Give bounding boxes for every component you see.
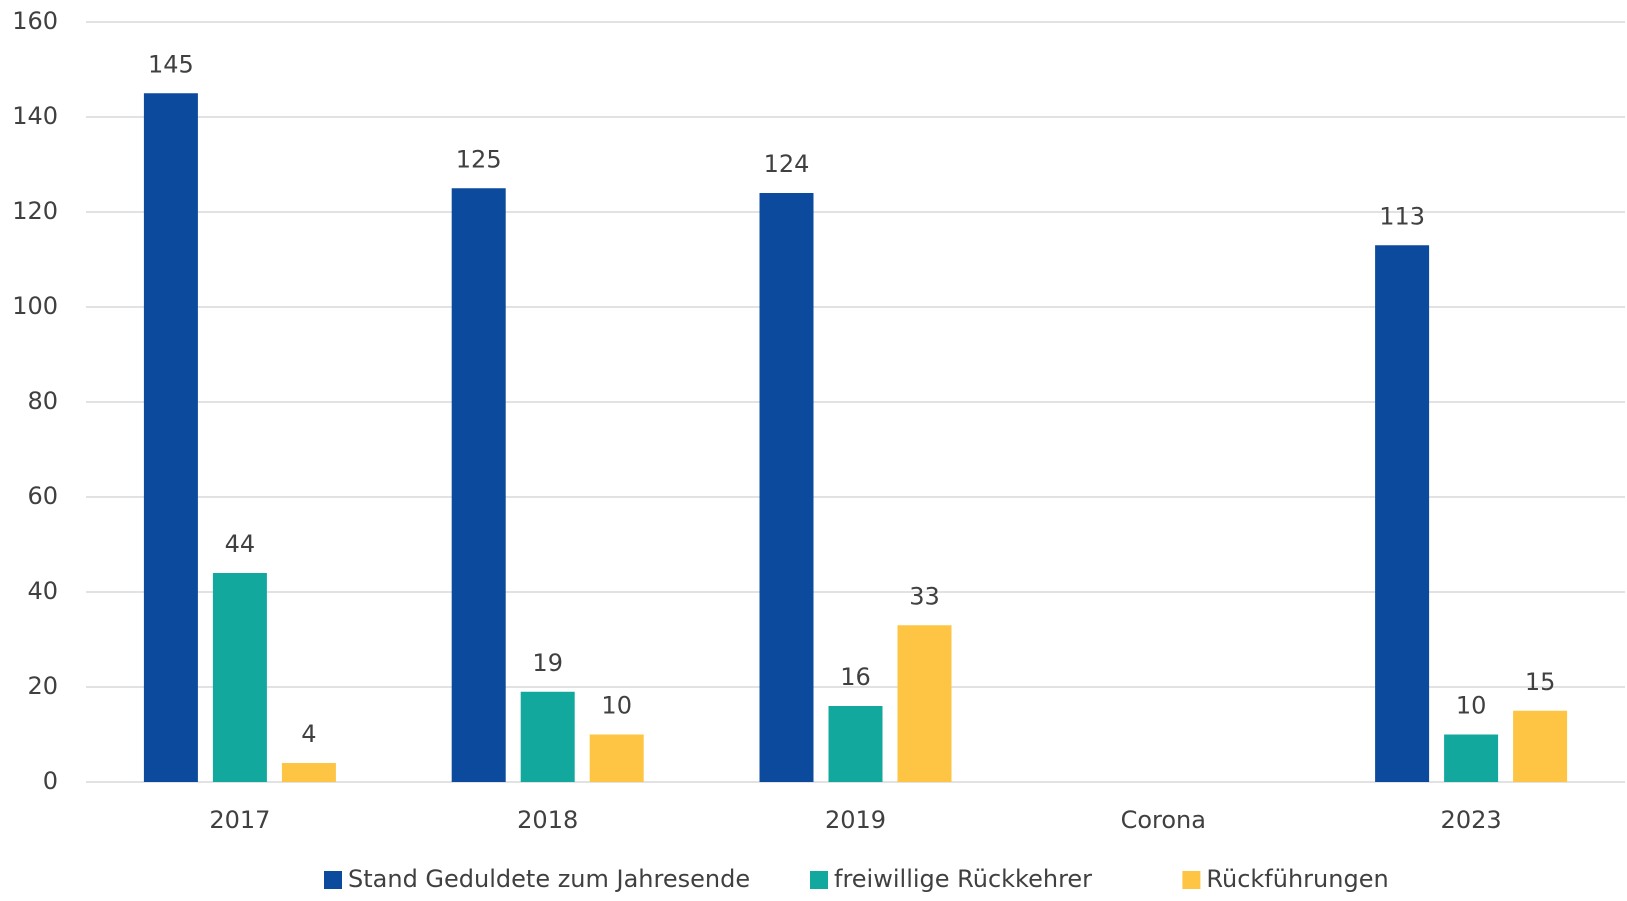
- data-label: 16: [840, 663, 871, 691]
- data-label: 4: [301, 720, 316, 748]
- bar: [1513, 710, 1568, 782]
- bar: [520, 691, 575, 782]
- x-tick-label: 2018: [517, 806, 578, 834]
- data-label: 33: [909, 582, 940, 610]
- bar: [589, 734, 644, 782]
- data-label: 125: [456, 145, 502, 173]
- data-label: 10: [1456, 692, 1487, 720]
- legend-swatch: [810, 871, 828, 889]
- y-tick-label: 140: [12, 102, 58, 130]
- bar: [897, 625, 952, 782]
- y-tick-label: 120: [12, 197, 58, 225]
- bar: [828, 706, 883, 782]
- y-tick-label: 60: [27, 482, 58, 510]
- bar: [1444, 734, 1499, 782]
- x-tick-label: 2023: [1441, 806, 1502, 834]
- bar: [451, 188, 506, 782]
- x-tick-label: 2017: [209, 806, 270, 834]
- data-label: 44: [225, 530, 256, 558]
- data-label: 124: [764, 150, 810, 178]
- legend-swatch: [1182, 871, 1201, 889]
- data-label: 145: [148, 50, 194, 78]
- y-tick-label: 160: [12, 7, 58, 35]
- y-tick-label: 40: [27, 577, 58, 605]
- legend-label: Rückführungen: [1206, 865, 1388, 893]
- legend-label: Stand Geduldete zum Jahresende: [348, 865, 750, 893]
- bar: [143, 93, 198, 782]
- data-label: 15: [1525, 668, 1556, 696]
- y-tick-label: 20: [27, 672, 58, 700]
- y-tick-label: 0: [43, 767, 58, 795]
- x-tick-label: 2019: [825, 806, 886, 834]
- data-label: 10: [601, 692, 632, 720]
- y-tick-label: 80: [27, 387, 58, 415]
- legend-label: freiwillige Rückkehrer: [834, 865, 1092, 893]
- legend-swatch: [324, 871, 342, 889]
- bar: [212, 573, 267, 782]
- bar: [281, 763, 336, 782]
- bar: [759, 193, 814, 782]
- x-tick-label: Corona: [1121, 806, 1206, 834]
- bar: [1375, 245, 1430, 782]
- y-tick-label: 100: [12, 292, 58, 320]
- data-label: 113: [1379, 202, 1425, 230]
- data-label: 19: [532, 649, 563, 677]
